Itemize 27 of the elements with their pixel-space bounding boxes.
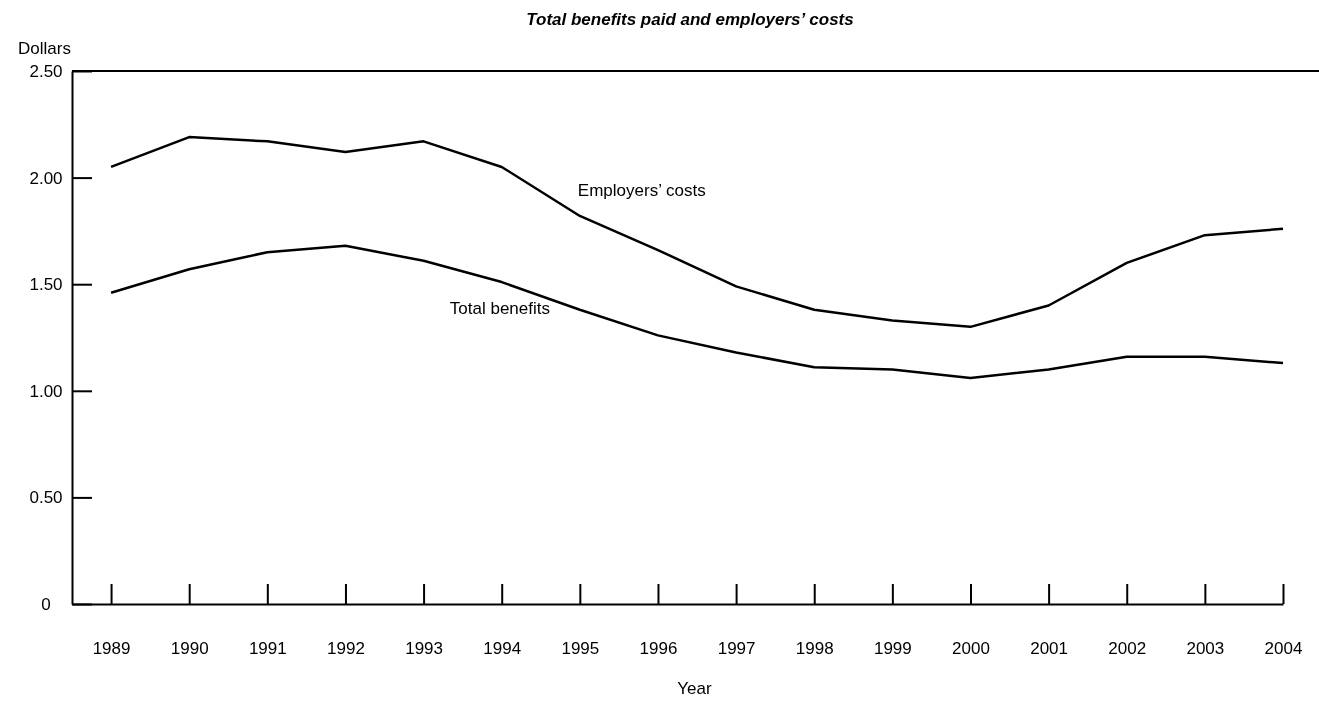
x-axis-title: Year — [677, 679, 713, 698]
x-tick-label: 1993 — [405, 639, 443, 659]
x-tick-label: 2002 — [1108, 639, 1147, 659]
x-tick-label: 2003 — [1186, 639, 1225, 659]
y-tick-label: 1.50 — [29, 275, 63, 295]
x-tick-label: 1990 — [170, 639, 209, 659]
x-tick-label: 1996 — [639, 639, 678, 659]
x-tick-label: 1995 — [561, 639, 600, 659]
y-tick-label: 0 — [41, 594, 51, 614]
y-tick-label: 1.00 — [29, 381, 63, 401]
x-tick-label: 1999 — [873, 639, 912, 659]
x-tick-label: 1994 — [483, 639, 522, 659]
x-tick-label: 1991 — [248, 639, 287, 659]
x-tick-label: 2004 — [1264, 639, 1303, 659]
x-tick-label: 1998 — [795, 639, 834, 659]
x-tick-label: 2000 — [952, 639, 990, 659]
x-tick-label: 2001 — [1030, 639, 1069, 659]
y-tick-label: 2.50 — [29, 61, 63, 81]
series-label: Total benefits — [449, 298, 551, 318]
x-tick-label: 1992 — [327, 639, 365, 659]
chart-title: Total benefits paid and employers’ costs — [526, 10, 854, 29]
y-tick-label: 0.50 — [29, 488, 63, 508]
y-axis-title: Dollars — [18, 39, 71, 58]
series-label: Employers’ costs — [577, 180, 706, 200]
x-tick-label: 1997 — [717, 639, 756, 659]
x-tick-label: 1989 — [92, 639, 131, 659]
y-tick-label: 2.00 — [29, 168, 63, 188]
